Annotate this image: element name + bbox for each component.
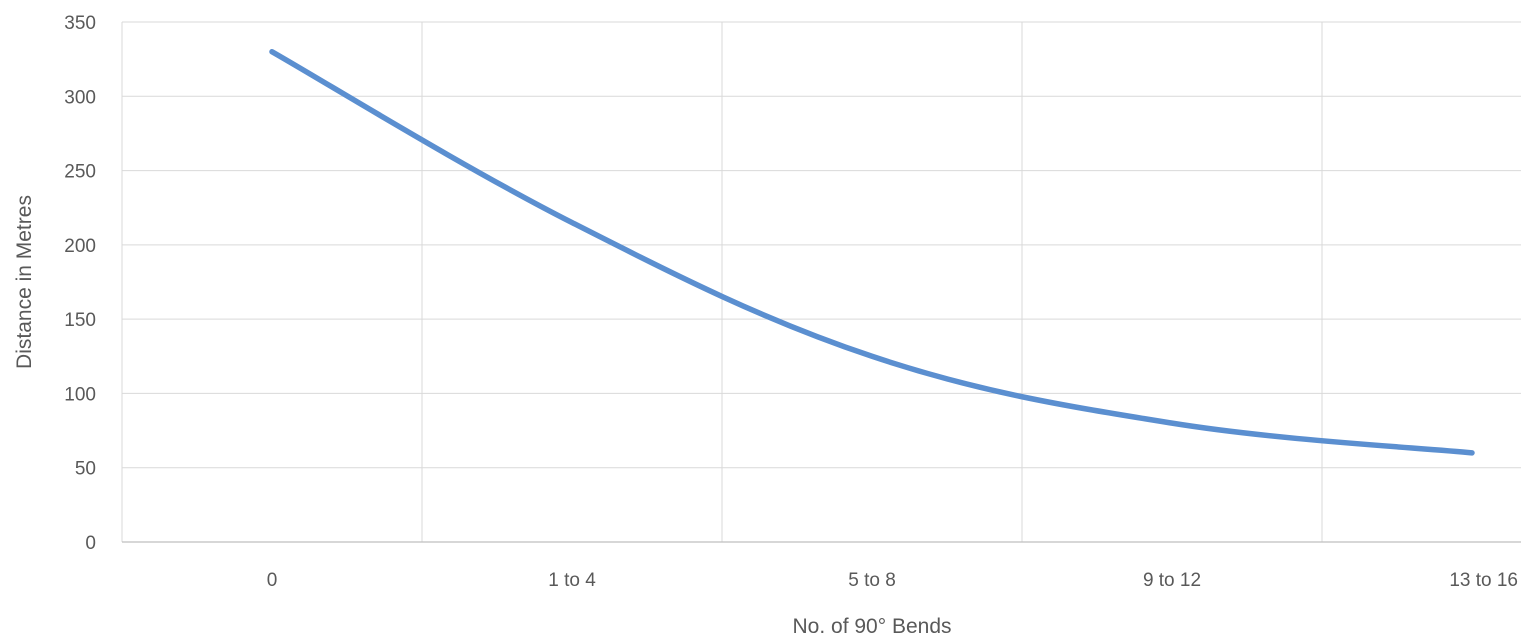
y-tick-label: 50: [75, 459, 96, 480]
series-line-0: [269, 48, 1475, 456]
x-tick-label: 0: [267, 570, 278, 591]
x-tick-label: 13 to 16: [1449, 570, 1518, 591]
x-axis-tick-labels: 0 1 to 4 5 to 8 9 to 12 13 to 16: [267, 570, 1518, 591]
x-tick-label: 9 to 12: [1143, 570, 1201, 591]
y-axis-tick-labels: 0 50 100 150 200 250 300 350: [64, 13, 96, 554]
x-tick-label: 1 to 4: [548, 570, 596, 591]
x-tick-label: 5 to 8: [848, 570, 896, 591]
y-axis-title: Distance in Metres: [13, 195, 36, 369]
y-tick-label: 300: [64, 87, 96, 108]
y-tick-label: 250: [64, 162, 96, 183]
y-tick-label: 150: [64, 310, 96, 331]
y-tick-label: 200: [64, 236, 96, 257]
y-tick-label: 0: [85, 533, 96, 554]
y-tick-label: 350: [64, 13, 96, 34]
series-group: [269, 48, 1475, 456]
y-tick-label: 100: [64, 384, 96, 405]
x-axis-title: No. of 90° Bends: [793, 615, 952, 638]
grid-lines: [121, 21, 1521, 542]
